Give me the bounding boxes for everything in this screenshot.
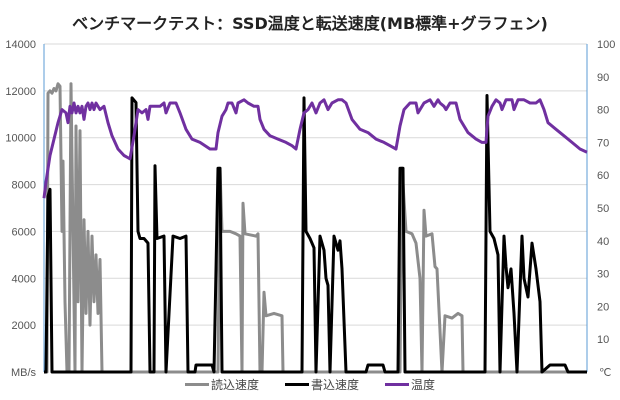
y2-axis-unit: ℃ — [599, 367, 611, 379]
legend-item-temp: 温度 — [385, 376, 435, 393]
legend-swatch-write — [284, 383, 309, 386]
y-tick-label: 10000 — [5, 133, 36, 145]
y2-tick-label: 100 — [597, 39, 615, 51]
legend-label-write: 書込速度 — [310, 378, 359, 392]
y2-tick-label: 20 — [597, 301, 609, 313]
legend-label-read: 読込速度 — [210, 378, 259, 392]
y2-tick-label: 60 — [597, 170, 609, 182]
legend: 読込速度 書込速度 温度 — [0, 376, 620, 393]
y2-tick-label: 40 — [597, 236, 609, 248]
legend-swatch-temp — [385, 383, 409, 386]
series-write-line — [44, 94, 587, 374]
y2-tick-label: 90 — [597, 72, 609, 84]
y2-tick-label: 70 — [597, 137, 609, 149]
y-axis-unit: MB/s — [11, 367, 37, 379]
legend-swatch-read — [184, 383, 209, 386]
legend-item-read: 読込速度 — [184, 376, 259, 393]
chart-title: ベンチマークテスト：SSD温度と転送速度(MB標準+グラフェン) — [72, 14, 548, 33]
series-read-line — [44, 82, 587, 374]
y-tick-label: 14000 — [5, 39, 36, 51]
legend-label-temp: 温度 — [411, 378, 436, 392]
legend-item-write: 書込速度 — [284, 376, 359, 393]
y2-tick-label: 50 — [597, 203, 609, 215]
y2-tick-label: 30 — [597, 269, 609, 281]
y2-tick-label: 10 — [597, 334, 609, 346]
y-tick-label: 2000 — [12, 320, 36, 332]
y-tick-label: 4000 — [12, 273, 36, 285]
series-temp-line — [42, 98, 588, 199]
y-tick-label: 6000 — [12, 226, 36, 238]
y-tick-label: 12000 — [5, 86, 36, 98]
y2-tick-label: 80 — [597, 105, 609, 117]
y-tick-label: 8000 — [12, 180, 36, 192]
